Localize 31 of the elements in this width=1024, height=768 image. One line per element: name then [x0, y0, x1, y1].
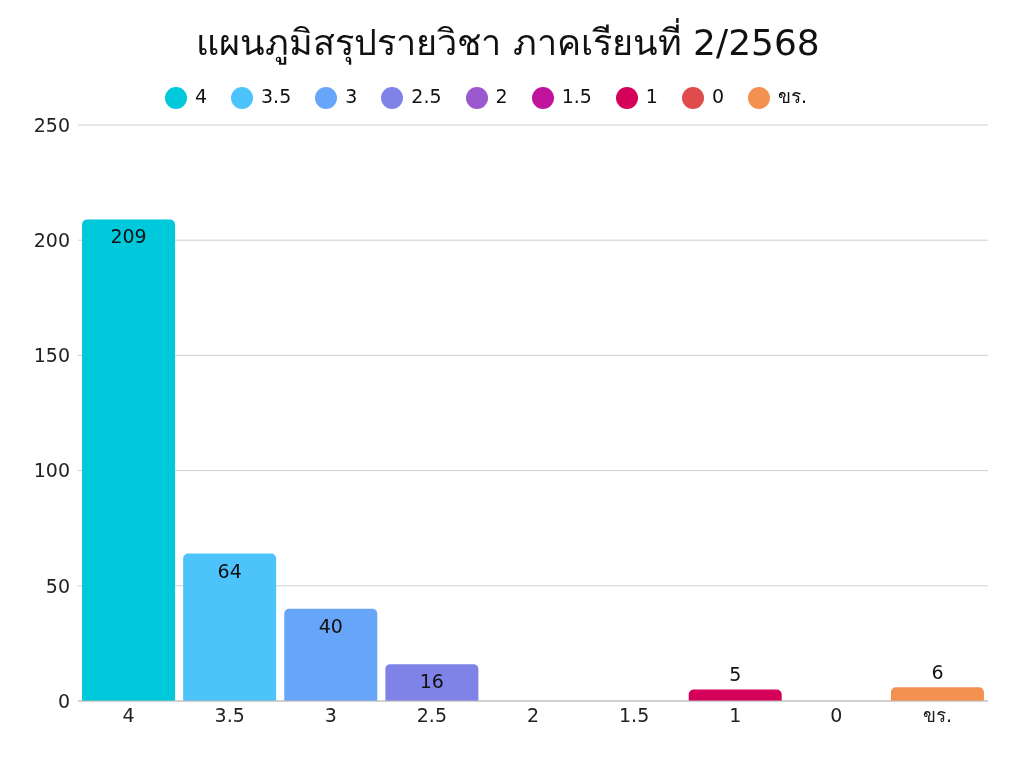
y-tick-label: 250 — [33, 113, 70, 136]
legend-label: 2.5 — [411, 85, 442, 107]
x-tick-label: 2.5 — [416, 704, 447, 727]
y-tick-label: 50 — [45, 574, 70, 597]
y-tick-label: 200 — [33, 228, 70, 251]
legend-label: 1 — [645, 85, 658, 107]
x-tick-label: 4 — [122, 704, 135, 727]
data-label: 40 — [318, 614, 343, 637]
legend-label: 3 — [345, 85, 358, 107]
y-tick-label: 0 — [57, 689, 70, 712]
legend-label: 1.5 — [561, 85, 592, 107]
x-tick-label: 1.5 — [619, 704, 650, 727]
x-tick-label: 0 — [830, 704, 843, 727]
data-label: 6 — [931, 661, 944, 684]
legend-label: 3.5 — [261, 85, 292, 107]
legend-label: 0 — [711, 85, 725, 107]
x-tick-label: 3.5 — [214, 704, 245, 727]
x-tick-label: 1 — [729, 704, 742, 727]
x-tick-label: 3 — [324, 704, 337, 727]
x-tick-label: ขร. — [922, 704, 952, 727]
chart-title: แผนภูมิสรุปรายวิชา ภาคเรียนที่ 2/2568 — [195, 17, 821, 67]
data-label: 16 — [419, 670, 444, 693]
legend-label: 4 — [194, 85, 207, 107]
data-label: 209 — [110, 225, 147, 248]
legend-label: 2 — [495, 85, 508, 107]
data-label: 64 — [217, 559, 242, 582]
data-label: 5 — [729, 663, 742, 686]
x-tick-label: 2 — [526, 704, 540, 727]
y-tick-label: 150 — [33, 344, 70, 367]
y-tick-label: 100 — [33, 459, 70, 482]
legend-label: ขร. — [778, 85, 808, 107]
